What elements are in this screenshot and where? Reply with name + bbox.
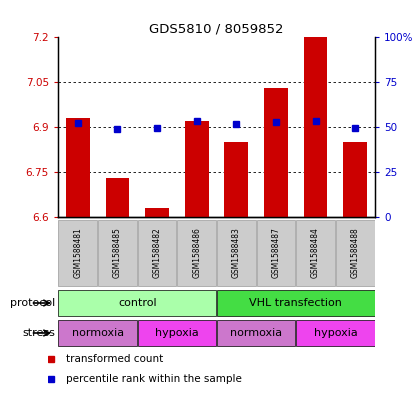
- Text: normoxia: normoxia: [71, 328, 124, 338]
- Text: GSM1588484: GSM1588484: [311, 228, 320, 278]
- Text: GSM1588485: GSM1588485: [113, 228, 122, 278]
- Text: GSM1588486: GSM1588486: [192, 228, 201, 278]
- Text: VHL transfection: VHL transfection: [249, 298, 342, 308]
- Text: GSM1588487: GSM1588487: [271, 228, 281, 278]
- Text: GSM1588481: GSM1588481: [73, 228, 82, 278]
- Bar: [217, 290, 375, 316]
- Bar: [256, 220, 295, 286]
- Bar: [59, 290, 216, 316]
- Bar: [217, 220, 256, 286]
- Text: hypoxia: hypoxia: [155, 328, 199, 338]
- Bar: [138, 220, 176, 286]
- Bar: [343, 142, 367, 217]
- Text: percentile rank within the sample: percentile rank within the sample: [66, 374, 242, 384]
- Bar: [98, 220, 137, 286]
- Bar: [177, 220, 216, 286]
- Text: transformed count: transformed count: [66, 354, 163, 364]
- Bar: [217, 320, 295, 346]
- Text: hypoxia: hypoxia: [313, 328, 357, 338]
- Title: GDS5810 / 8059852: GDS5810 / 8059852: [149, 23, 284, 36]
- Bar: [138, 320, 216, 346]
- Text: GSM1588482: GSM1588482: [153, 228, 161, 278]
- Bar: [105, 178, 129, 217]
- Text: control: control: [118, 298, 156, 308]
- Bar: [264, 88, 288, 217]
- Bar: [336, 220, 375, 286]
- Text: GSM1588488: GSM1588488: [351, 228, 360, 278]
- Bar: [296, 320, 375, 346]
- Bar: [59, 220, 97, 286]
- Bar: [304, 37, 327, 217]
- Text: protocol: protocol: [10, 298, 55, 308]
- Bar: [145, 208, 169, 217]
- Text: GSM1588483: GSM1588483: [232, 228, 241, 278]
- Bar: [66, 118, 90, 217]
- Bar: [225, 142, 248, 217]
- Text: normoxia: normoxia: [230, 328, 282, 338]
- Bar: [296, 220, 335, 286]
- Text: stress: stress: [22, 328, 55, 338]
- Bar: [185, 121, 209, 217]
- Bar: [59, 320, 137, 346]
